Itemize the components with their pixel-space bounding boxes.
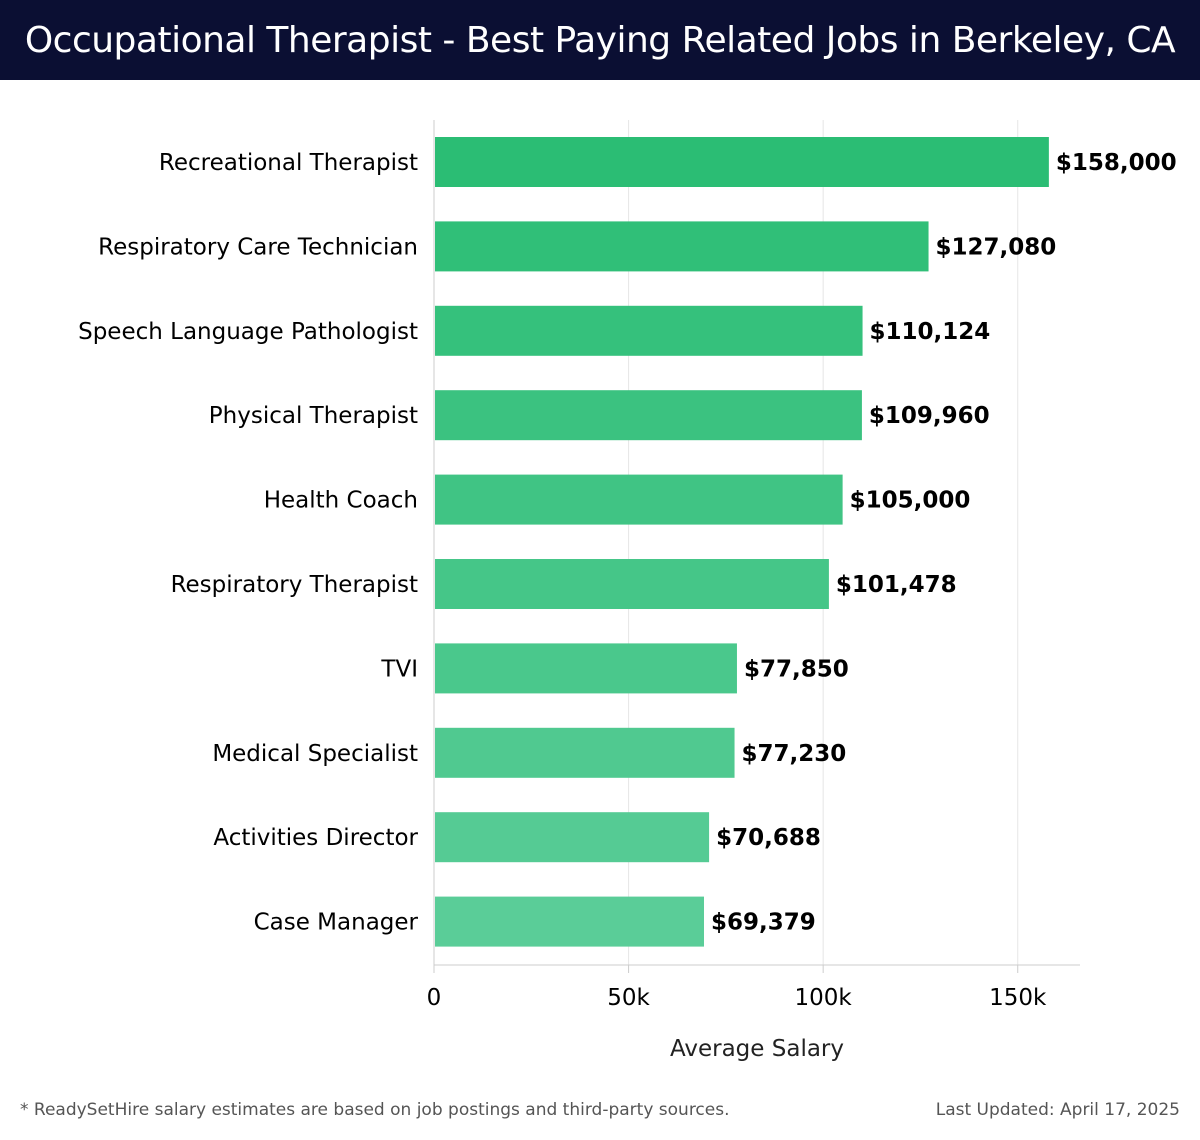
bar-1 [435,221,929,272]
category-label-0: Recreational Therapist [159,150,418,176]
category-label-1: Respiratory Care Technician [98,234,418,260]
x-tick-label-2: 100k [795,985,853,1011]
category-label-3: Physical Therapist [209,403,418,429]
bar-9 [435,896,704,947]
value-label-6: $77,850 [744,656,849,682]
category-label-4: Health Coach [264,488,418,514]
x-tick-label-3: 150k [989,985,1047,1011]
value-label-8: $70,688 [716,825,821,851]
value-label-4: $105,000 [850,488,971,514]
bar-2 [435,305,863,356]
bar-3 [435,390,862,441]
value-label-3: $109,960 [869,403,990,429]
x-tick-label-1: 50k [607,985,650,1011]
x-axis-title: Average Salary [670,1036,844,1062]
footnote: * ReadySetHire salary estimates are base… [20,1100,730,1120]
bar-7 [435,727,735,778]
value-label-9: $69,379 [711,910,816,936]
value-label-5: $101,478 [836,572,957,598]
category-label-5: Respiratory Therapist [171,572,418,598]
salary-bar-chart: Recreational Therapist $158,000 Respirator… [78,120,1177,1062]
bar-8 [435,812,710,863]
bar-0 [435,137,1049,187]
value-label-2: $110,124 [870,319,991,345]
category-label-7: Medical Specialist [212,741,418,767]
category-label-9: Case Manager [254,910,419,936]
category-label-6: TVI [380,656,418,682]
x-tick-label-0: 0 [427,985,442,1011]
chart-header: Occupational Therapist - Best Paying Rel… [0,0,1200,80]
value-label-1: $127,080 [936,234,1057,260]
value-label-0: $158,000 [1056,150,1177,176]
bar-5 [435,559,829,609]
last-updated: Last Updated: April 17, 2025 [935,1100,1180,1120]
value-label-7: $77,230 [742,741,847,767]
bar-4 [435,474,843,525]
category-label-2: Speech Language Pathologist [78,319,418,345]
chart-title: Occupational Therapist - Best Paying Rel… [24,19,1176,61]
category-label-8: Activities Director [213,825,418,851]
bar-6 [435,643,737,694]
